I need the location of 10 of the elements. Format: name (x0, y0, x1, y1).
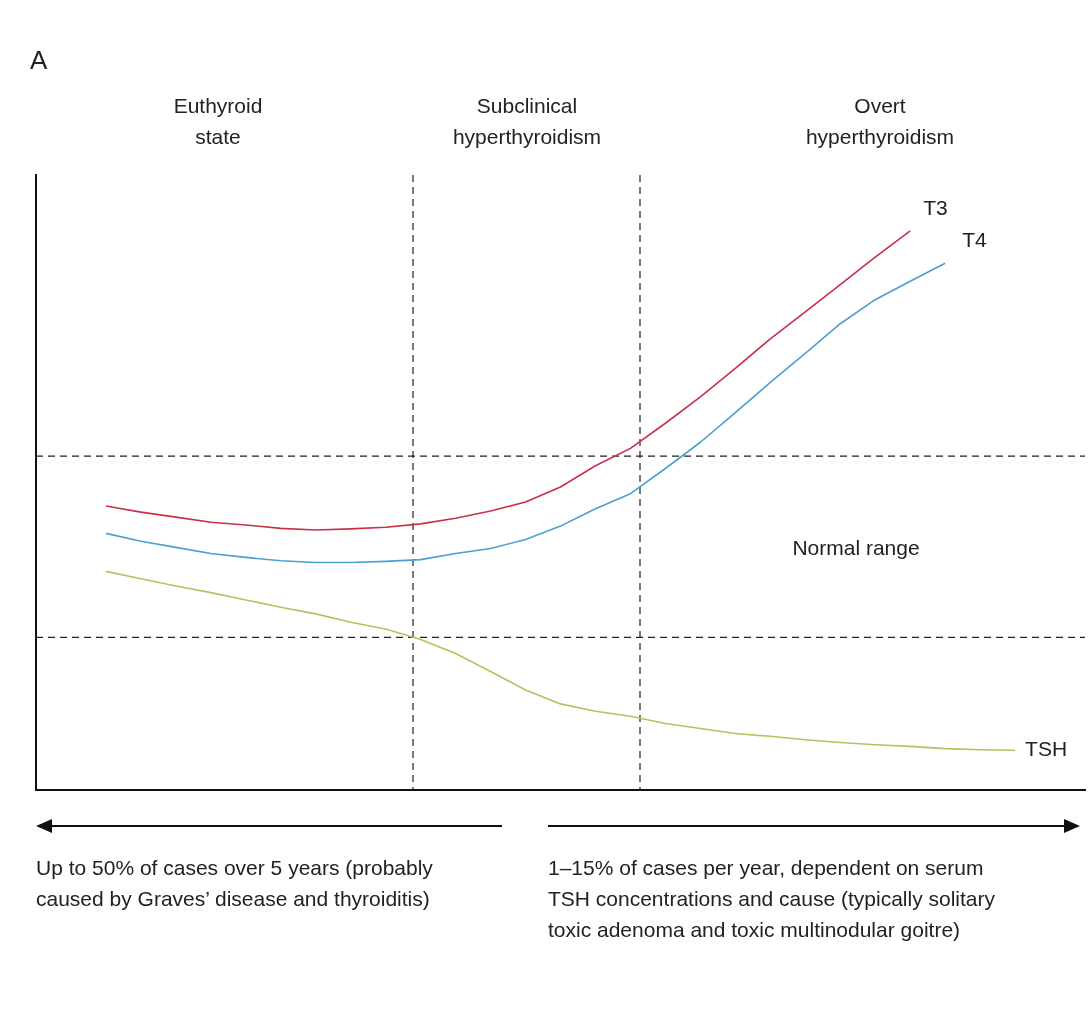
text: Overt hyperthyroidism (804, 93, 956, 150)
text: Euthyroid state (172, 93, 264, 150)
text: Up to 50% of cases over 5 years (probably caused by Graves’ disease and thyroiditis) (36, 855, 434, 912)
series-label: T4 (962, 228, 987, 252)
series-label: TSH (1025, 737, 1068, 761)
text: 1–15% of cases per year, dependent on serum TSH concentrations and cause (typically solitary toxic adenoma and toxic multinodular goitre) (548, 855, 997, 943)
chart-title: A (30, 45, 48, 76)
text: Subclinical hyperthyroidism (451, 93, 603, 150)
annotation: Normal range (791, 535, 921, 561)
series-label: T3 (923, 195, 948, 219)
